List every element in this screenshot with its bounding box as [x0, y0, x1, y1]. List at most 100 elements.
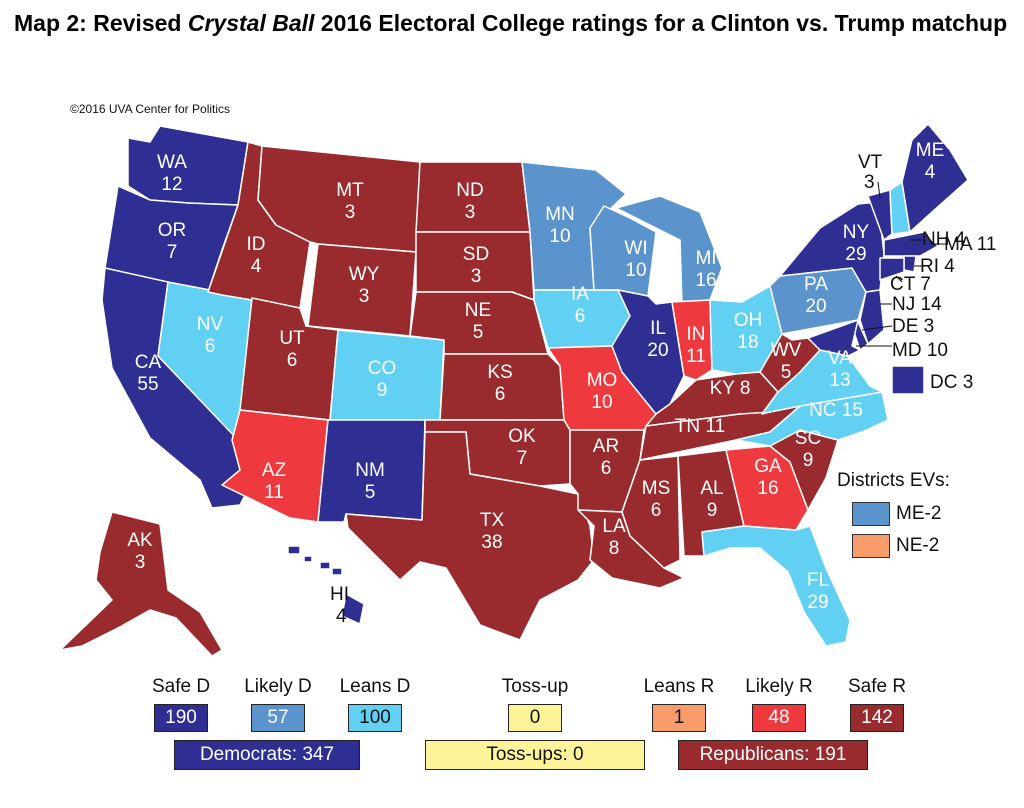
legend-count-likely-r: 48: [752, 704, 806, 732]
state-label-wa: WA: [157, 152, 187, 173]
state-me[interactable]: [901, 123, 969, 233]
legend-label-safe-d: Safe D: [151, 676, 211, 697]
total-republicans: Republicans: 191: [678, 740, 868, 770]
state-ev-sc: 9: [803, 450, 814, 471]
state-label-ms: MS: [642, 478, 671, 499]
state-ev-wy: 3: [359, 286, 370, 307]
state-label-co: CO: [368, 358, 397, 379]
state-label-oh: OH: [734, 310, 763, 331]
state-label-vt: VT: [858, 152, 883, 173]
state-label-wv: WV: [771, 340, 802, 361]
legend-label-toss-up: Toss-up: [501, 676, 569, 697]
state-label-mt: MT: [336, 180, 364, 201]
legend-label-leans-r: Leans R: [643, 676, 715, 697]
district-label-ne2: NE-2: [896, 535, 940, 556]
legend-label-likely-d: Likely D: [244, 676, 312, 697]
state-label-in: IN: [687, 324, 706, 345]
state-label-me: ME: [916, 140, 945, 161]
state-label-ct: CT 7: [890, 274, 931, 295]
state-ev-or: 7: [167, 242, 178, 263]
state-label-id: ID: [247, 234, 266, 255]
legend-label-safe-r: Safe R: [847, 676, 907, 697]
state-label-ny: NY: [843, 222, 870, 243]
state-tx[interactable]: [345, 431, 595, 641]
state-label-dc: DC 3: [930, 372, 973, 393]
legend-count-leans-d: 100: [348, 704, 402, 732]
state-ev-ut: 6: [287, 350, 298, 371]
state-fl[interactable]: [701, 525, 851, 647]
state-ri[interactable]: [903, 255, 917, 273]
state-wi[interactable]: [589, 205, 657, 297]
state-ev-fl: 29: [807, 592, 828, 613]
state-label-fl: FL: [807, 570, 829, 591]
state-label-al: AL: [700, 478, 723, 499]
legend-label-leans-d: Leans D: [339, 676, 411, 697]
state-label-or: OR: [158, 220, 187, 241]
state-nc[interactable]: [735, 391, 889, 447]
state-label-pa: PA: [804, 274, 828, 295]
state-in[interactable]: [671, 299, 713, 381]
state-ev-ia: 6: [575, 306, 586, 327]
state-ev-oh: 18: [737, 332, 758, 353]
state-ev-ks: 6: [495, 384, 506, 405]
state-label-hi: HI: [330, 584, 349, 605]
state-ev-mo: 10: [591, 392, 612, 413]
state-ev-hi: 4: [336, 606, 347, 627]
copyright-notice: ©2016 UVA Center for Politics: [70, 102, 231, 116]
state-ev-mi: 16: [695, 270, 716, 291]
state-ev-id: 4: [251, 256, 262, 277]
state-label-az: AZ: [262, 460, 287, 481]
state-ev-co: 9: [377, 380, 388, 401]
district-label-me2: ME-2: [896, 503, 942, 524]
state-ev-pa: 20: [805, 296, 826, 317]
districts-heading: Districts EVs:: [837, 470, 950, 491]
state-hi[interactable]: [287, 545, 365, 625]
state-label-mi: MI: [695, 248, 716, 269]
state-label-tx: TX: [480, 510, 505, 531]
state-label-la: LA: [602, 516, 626, 537]
state-label-ca: CA: [135, 352, 162, 373]
state-label-nm: NM: [355, 460, 385, 481]
state-nj[interactable]: [859, 289, 885, 345]
state-label-nh: NH 4: [922, 229, 966, 250]
state-ev-ms: 6: [651, 500, 662, 521]
callout-line-de: [861, 325, 893, 331]
state-label-ne: NE: [465, 300, 491, 321]
state-label-nc: NC 15: [809, 400, 863, 421]
dc-marker[interactable]: [891, 365, 925, 395]
state-ev-wv: 5: [781, 362, 792, 383]
total-democrats: Democrats: 347: [174, 740, 360, 770]
state-ma[interactable]: [883, 231, 939, 257]
state-ev-ne: 5: [473, 322, 484, 343]
district-swatch-ne2: [852, 534, 890, 558]
state-ev-ny: 29: [845, 244, 866, 265]
state-ev-tx: 38: [481, 532, 502, 553]
state-ev-nv: 6: [205, 336, 216, 357]
state-ev-va: 13: [829, 370, 850, 391]
state-ev-in: 11: [686, 346, 706, 367]
state-label-ky: KY 8: [710, 378, 751, 399]
map-title: Map 2: Revised Crystal Ball 2016 Elector…: [14, 10, 1008, 36]
legend-label-likely-r: Likely R: [745, 676, 813, 697]
state-ev-ok: 7: [517, 448, 528, 469]
state-md[interactable]: [807, 319, 861, 357]
state-label-ia: IA: [571, 284, 589, 305]
state-wa[interactable]: [127, 125, 249, 206]
state-ev-ak: 3: [135, 552, 146, 573]
state-label-ks: KS: [487, 362, 512, 383]
state-ct[interactable]: [879, 257, 905, 281]
state-ev-wi: 10: [625, 260, 646, 281]
state-label-il: IL: [650, 318, 666, 339]
state-label-sc: SC: [795, 428, 821, 449]
legend-count-leans-r: 1: [652, 704, 706, 732]
state-label-ak: AK: [127, 530, 153, 551]
callout-line-vt: [877, 181, 881, 199]
state-label-ut: UT: [279, 328, 305, 349]
state-ev-az: 11: [264, 482, 284, 503]
state-label-ar: AR: [593, 436, 619, 457]
state-ak[interactable]: [59, 511, 223, 657]
state-label-md: MD 10: [892, 340, 948, 361]
state-label-tn: TN 11: [675, 416, 725, 437]
